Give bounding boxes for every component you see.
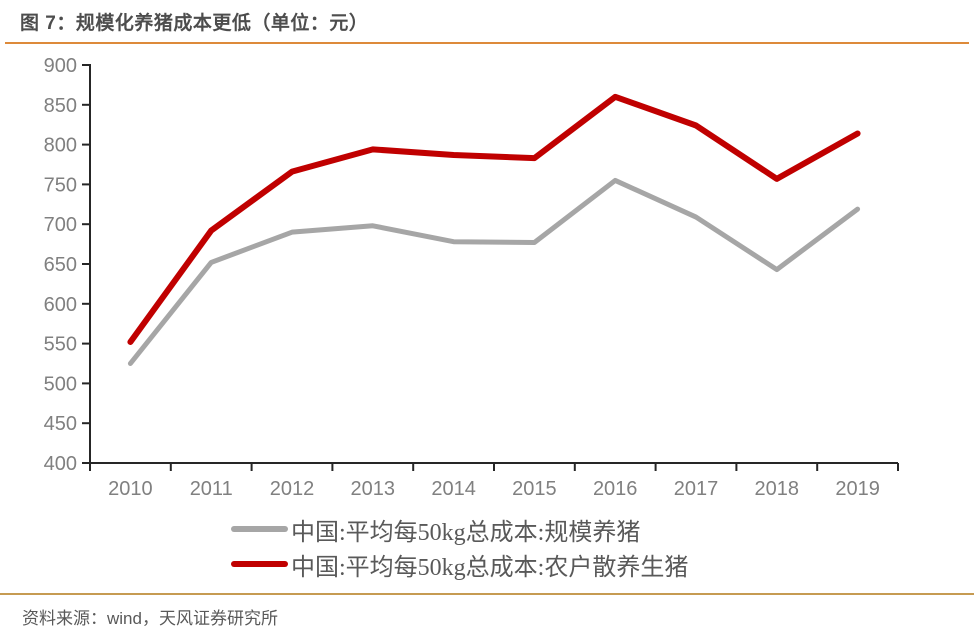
series-line-1 [127, 93, 861, 346]
x-tick-label: 2013 [351, 478, 396, 500]
x-tick-label: 2017 [674, 478, 719, 500]
y-tick-label: 450 [44, 413, 77, 435]
y-tick-label: 750 [44, 174, 77, 196]
legend-label-household-pig: 中国:平均每50kg总成本:农户散养生猪 [291, 554, 689, 581]
x-tick-label: 2018 [755, 478, 800, 500]
y-tick-label: 600 [44, 294, 77, 316]
legend-item-scale-pig: 中国:平均每50kg总成本:规模养猪 [231, 513, 688, 546]
series-line-0 [127, 177, 861, 366]
y-tick-label: 400 [44, 453, 77, 475]
x-tick-label: 2010 [108, 478, 153, 500]
x-tick-label: 2019 [835, 478, 880, 500]
x-tick-label: 2014 [431, 478, 476, 500]
x-tick-label: 2012 [270, 478, 315, 500]
source-note: 资料来源：wind，天风证券研究所 [22, 609, 278, 628]
y-tick-label: 500 [44, 373, 77, 395]
legend-swatch-household-pig [231, 561, 288, 567]
y-tick-label: 650 [44, 254, 77, 276]
y-tick-label: 550 [44, 334, 77, 356]
y-tick-label: 800 [44, 135, 77, 157]
x-tick-label: 2016 [593, 478, 638, 500]
y-tick-label: 850 [44, 95, 77, 117]
title-divider [5, 42, 969, 44]
x-tick-label: 2011 [190, 478, 233, 500]
chart-title: 图 7：规模化养猪成本更低（单位：元） [20, 13, 369, 34]
chart-legend: 中国:平均每50kg总成本:规模养猪 中国:平均每50kg总成本:农户散养生猪 [231, 513, 689, 581]
legend-item-household-pig: 中国:平均每50kg总成本:农户散养生猪 [231, 548, 689, 581]
y-tick-label: 900 [44, 55, 77, 77]
legend-label-scale-pig: 中国:平均每50kg总成本:规模养猪 [291, 519, 641, 546]
x-tick-label: 2015 [512, 478, 557, 500]
y-tick-label: 700 [44, 214, 77, 236]
footer-divider [0, 593, 974, 595]
legend-swatch-scale-pig [231, 526, 288, 532]
